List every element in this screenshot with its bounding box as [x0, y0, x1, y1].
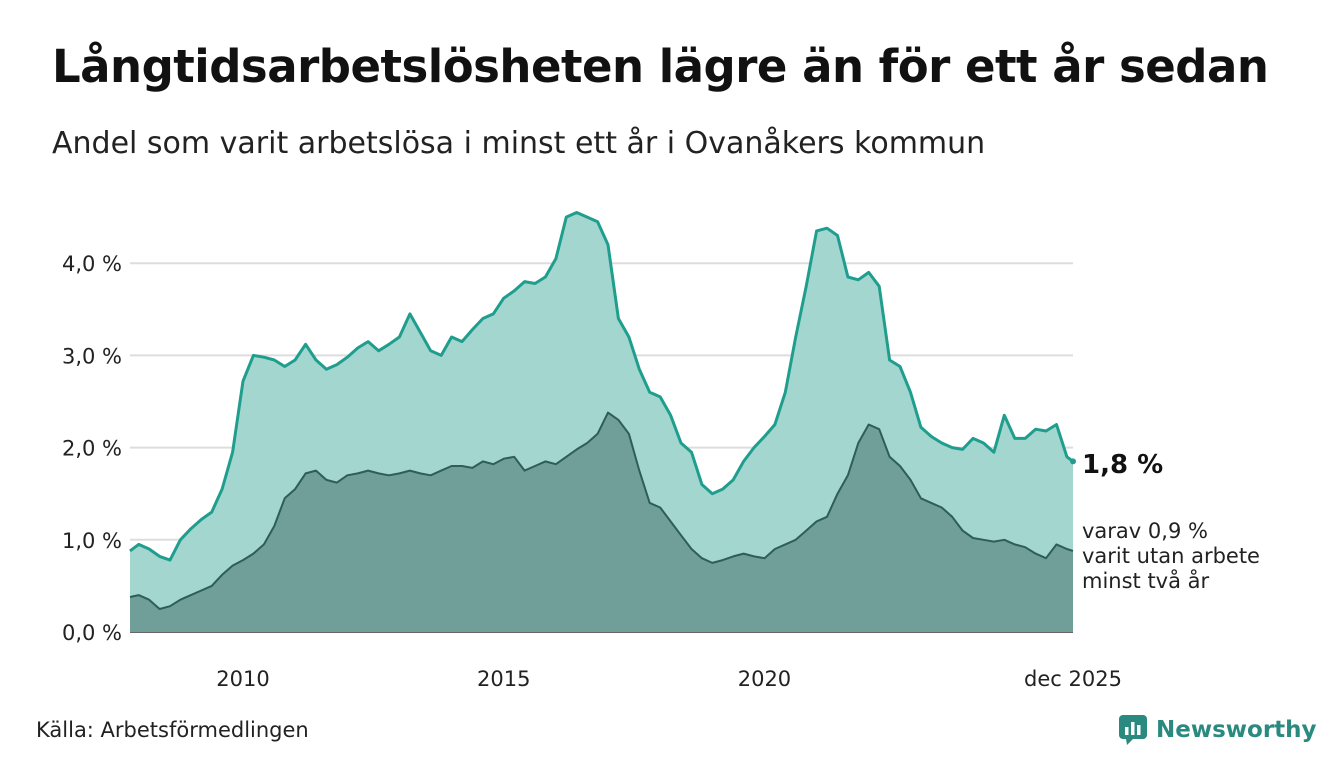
- series-areas: [129, 211, 1076, 632]
- end-label-secondary-line: varav 0,9 %: [1082, 519, 1208, 543]
- y-axis: 0,0 % 1,0 % 2,0 % 3,0 % 4,0 %: [62, 252, 122, 645]
- y-tick-label: 4,0 %: [62, 252, 122, 276]
- x-axis: 2010 2015 2020 dec 2025: [216, 667, 1122, 691]
- chart-title: Långtidsarbetslösheten lägre än för ett …: [52, 40, 1269, 93]
- brand-name: Newsworthy: [1156, 717, 1317, 743]
- end-label-secondary-line: minst två år: [1082, 568, 1210, 593]
- chart: 0,0 % 1,0 % 2,0 % 3,0 % 4,0 % 2010 2015 2020 de…: [62, 211, 1260, 691]
- end-label-secondary-line: varit utan arbete: [1082, 544, 1260, 568]
- x-tick-label: 2010: [216, 667, 269, 691]
- y-tick-label: 1,0 %: [62, 529, 122, 553]
- series-area-2: [130, 412, 1073, 632]
- newsworthy-logo-icon: [1119, 715, 1147, 745]
- x-tick-label: 2015: [477, 667, 530, 691]
- y-tick-label: 0,0 %: [62, 621, 122, 645]
- chart-subtitle: Andel som varit arbetslösa i minst ett å…: [52, 126, 986, 161]
- end-label-primary: 1,8 %: [1082, 450, 1163, 480]
- end-label-secondary: varav 0,9 % varit utan arbete minst två år: [1082, 519, 1260, 593]
- y-tick-label: 3,0 %: [62, 344, 122, 368]
- series-end-point: [1070, 458, 1076, 465]
- end-labels: 1,8 % varav 0,9 % varit utan arbete minst t…: [1082, 450, 1260, 593]
- x-tick-label: dec 2025: [1024, 667, 1122, 691]
- y-tick-label: 2,0 %: [62, 437, 122, 461]
- brand-logo: Newsworthy: [1118, 714, 1317, 746]
- source-note: Källa: Arbetsförmedlingen: [36, 718, 309, 742]
- series-line-1: [129, 211, 1074, 562]
- x-tick-label: 2020: [738, 667, 791, 691]
- series-line-2: [129, 411, 1074, 610]
